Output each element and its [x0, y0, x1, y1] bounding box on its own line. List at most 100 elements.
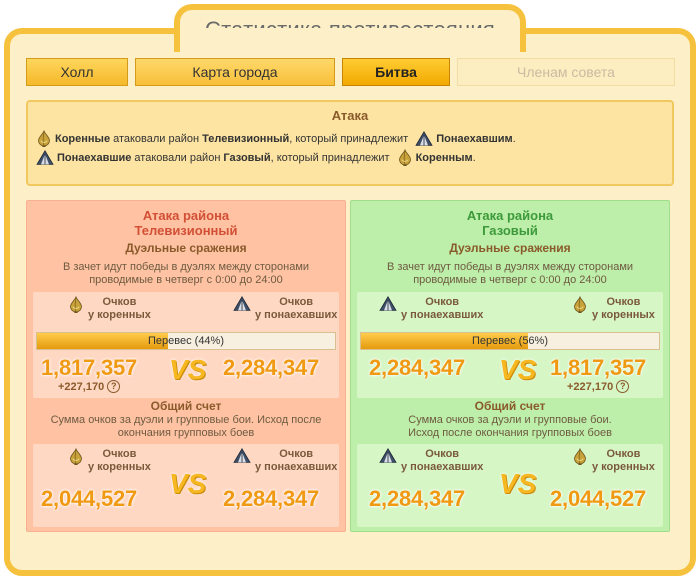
label-points: Очков	[279, 296, 314, 308]
duel-score-box: Очков у понаехавших Очков у коренных Перев…	[357, 292, 663, 398]
duel-score-box: Очков у коренных Очков у понаехавших Перев…	[33, 292, 339, 398]
duel-desc-line-2: проводимые в четверг с 0:00 до 24:00	[89, 274, 283, 286]
delta-value: +227,170	[58, 380, 105, 393]
total-score-box: Очков у коренных Очков у понаехавших 2,044…	[33, 444, 339, 527]
total-description: Сумма очков за дуэли и групповые бои. Ис…	[27, 414, 345, 440]
side-left-header: Очков у понаехавших	[379, 296, 483, 322]
attacker-name: Понаехавшие	[57, 152, 132, 164]
duel-score-right: 1,817,357	[550, 355, 647, 380]
panel-title-district: Телевизионный	[134, 223, 238, 238]
tab-bar: Холл Карта города Битва Членам совета	[26, 58, 676, 86]
tent-icon	[415, 131, 433, 147]
tab-battle[interactable]: Битва	[342, 58, 450, 86]
delta-value: +227,170	[567, 380, 614, 393]
label-side: у коренных	[88, 309, 151, 321]
owner-text: , который принадлежит	[270, 152, 390, 164]
onion-icon	[572, 448, 588, 466]
label-side: у понаехавших	[255, 461, 338, 473]
label-side: у коренных	[592, 461, 655, 473]
label-points: Очков	[606, 448, 641, 460]
district-name: Газовый	[223, 152, 271, 164]
onion-icon	[572, 296, 588, 314]
attacker-name: Коренные	[55, 133, 111, 145]
panel-title: Атака района Газовый	[351, 208, 669, 238]
period: .	[512, 133, 516, 145]
side-label: Очков у понаехавших	[255, 448, 337, 474]
attack-title: Атака	[331, 108, 369, 123]
vs-label: VS	[499, 354, 537, 385]
total-title: Общий счет	[150, 399, 222, 413]
total-score-right: 2,044,527	[550, 486, 647, 511]
tab-hall[interactable]: Холл	[26, 58, 128, 86]
duel-desc-line-2: проводимые в четверг с 0:00 до 24:00	[413, 274, 607, 286]
side-label: Очков у понаехавших	[255, 296, 337, 322]
advantage-bar: Перевес (44%)	[36, 332, 336, 350]
advantage-bar-fill	[37, 333, 169, 349]
side-left-header: Очков у понаехавших	[379, 448, 483, 474]
advantage-text: Перевес (56%)	[472, 335, 548, 347]
label-points: Очков	[279, 448, 314, 460]
advantage-bar: Перевес (56%)	[360, 332, 660, 350]
label-side: у понаехавших	[255, 309, 338, 321]
onion-icon	[68, 448, 84, 466]
attack-line-2: Понаехавшие атаковали район Газовый, кот…	[36, 149, 476, 167]
side-label: Очков у понаехавших	[401, 296, 483, 322]
side-right-header: Очков у коренных	[572, 296, 655, 322]
side-left-header: Очков у коренных	[68, 296, 151, 322]
attack-info-box: Атака Коренные атаковали район Телевизио…	[26, 100, 674, 186]
owner-name: Понаехавшим	[436, 133, 513, 145]
side-left-header: Очков у коренных	[68, 448, 151, 474]
attack-verb: атаковали район	[134, 152, 221, 164]
vs-label: VS	[169, 468, 207, 499]
label-side: у понаехавших	[401, 461, 484, 473]
label-points: Очков	[425, 448, 460, 460]
total-desc-line-1: Сумма очков за дуэли и групповые бои. Ис…	[50, 414, 322, 426]
duel-desc-line-1: В зачет идут победы в дуэлях между сторо…	[386, 261, 634, 273]
advantage-bar-fill	[361, 333, 528, 349]
total-desc-line-2: Исход после окончания групповых боев	[408, 427, 612, 439]
vs-label: VS	[499, 468, 537, 499]
tent-icon	[233, 296, 251, 312]
attack-verb: атаковали район	[113, 133, 200, 145]
side-label: Очков у коренных	[88, 448, 151, 474]
tab-council: Членам совета	[457, 58, 675, 86]
side-right-header: Очков у коренных	[572, 448, 655, 474]
tab-city-map[interactable]: Карта города	[135, 58, 335, 86]
total-score-box: Очков у понаехавших Очков у коренных 2,284…	[357, 444, 663, 527]
panel-title-line-1: Атака района	[466, 208, 554, 223]
label-points: Очков	[606, 296, 641, 308]
total-desc-line-2: окончания групповых боев	[117, 427, 255, 439]
onion-icon	[36, 130, 52, 148]
help-icon[interactable]: ?	[616, 380, 630, 393]
side-right-header: Очков у понаехавших	[233, 296, 337, 322]
advantage-text: Перевес (44%)	[148, 335, 224, 347]
duel-score-left: 2,284,347	[369, 355, 466, 380]
owner-text: , который принадлежит	[289, 133, 409, 145]
panel-title-line-1: Атака района	[142, 208, 230, 223]
owner-name: Коренным	[415, 152, 473, 164]
onion-icon	[68, 296, 84, 314]
label-points: Очков	[425, 296, 460, 308]
duel-score-right: 2,284,347	[223, 355, 320, 380]
duel-delta: +227,170 ?	[567, 380, 630, 393]
help-icon[interactable]: ?	[107, 380, 121, 393]
tent-icon	[379, 296, 397, 312]
duel-description: В зачет идут победы в дуэлях между сторо…	[27, 261, 345, 287]
side-label: Очков у коренных	[88, 296, 151, 322]
label-points: Очков	[102, 296, 137, 308]
duel-title: Дуэльные сражения	[449, 241, 571, 255]
onion-icon	[397, 149, 413, 167]
title-joint	[180, 28, 520, 42]
side-label: Очков у коренных	[592, 448, 655, 474]
total-title: Общий счет	[474, 399, 546, 413]
panel-attack-gazovy: Атака района Газовый Дуэльные сражения В…	[350, 200, 670, 532]
side-label: Очков у коренных	[592, 296, 655, 322]
panel-title: Атака района Телевизионный	[27, 208, 345, 238]
tent-icon	[233, 448, 251, 464]
total-score-right: 2,284,347	[223, 486, 320, 511]
duel-title: Дуэльные сражения	[125, 241, 247, 255]
period: .	[472, 152, 476, 164]
panel-attack-televizionny: Атака района Телевизионный Дуэльные сраж…	[26, 200, 346, 532]
vs-label: VS	[169, 354, 207, 385]
duel-score-left: 1,817,357	[41, 355, 138, 380]
